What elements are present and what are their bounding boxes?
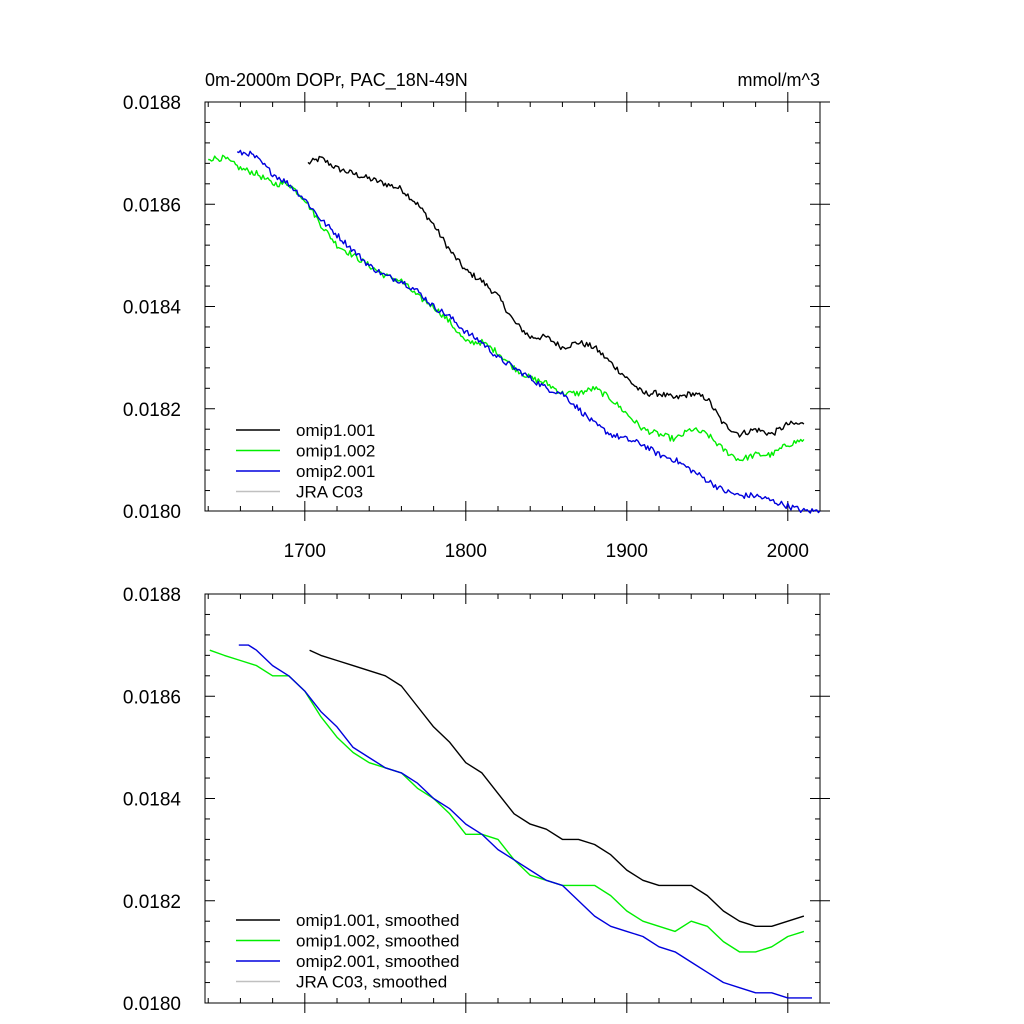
series-line-omip1-002	[208, 154, 805, 462]
y-tick-label: 0.0184	[123, 790, 182, 811]
x-tick-label: 1900	[606, 541, 648, 562]
y-tick-label: 0.0182	[123, 892, 181, 913]
y-tick-label: 0.0188	[123, 93, 181, 114]
x-tick-label: 1800	[445, 541, 487, 562]
legend-label: JRA C03, smoothed	[296, 973, 447, 992]
series-line-omip2-001	[236, 149, 821, 514]
series-line-omip2-001	[238, 644, 812, 999]
legend-label: omip2.001, smoothed	[296, 952, 460, 971]
series-line-omip1-001	[309, 649, 805, 927]
y-tick-label: 0.0180	[123, 502, 181, 523]
y-tick-label: 0.0186	[123, 687, 181, 708]
legend-label: omip1.002	[296, 442, 375, 461]
y-tick-label: 0.0188	[123, 585, 181, 606]
series-line-omip1-001	[307, 155, 805, 438]
legend-label: omip1.002, smoothed	[296, 932, 460, 951]
legend-label: omip1.001, smoothed	[296, 911, 460, 930]
y-tick-label: 0.0184	[123, 298, 182, 319]
legend-label: omip2.001	[296, 462, 375, 481]
y-tick-label: 0.0186	[123, 195, 181, 216]
series-line-omip1-002	[209, 649, 805, 953]
legend-label: omip1.001	[296, 421, 375, 440]
legend-label: JRA C03	[296, 483, 363, 502]
y-tick-label: 0.0180	[123, 994, 181, 1015]
chart-title: 0m-2000m DOPr, PAC_18N-49N	[205, 70, 468, 91]
top-panel: 0m-2000m DOPr, PAC_18N-49N mmol/m^3 0.01…	[123, 70, 830, 562]
x-tick-label: 2000	[767, 541, 809, 562]
y-tick-label: 0.0182	[123, 400, 181, 421]
x-tick-label: 1700	[284, 541, 326, 562]
bottom-panel: 0.0180 0.0182 0.0184 0.0186 0.0188 omip1.001,…	[123, 584, 830, 1015]
units-label: mmol/m^3	[738, 70, 820, 90]
